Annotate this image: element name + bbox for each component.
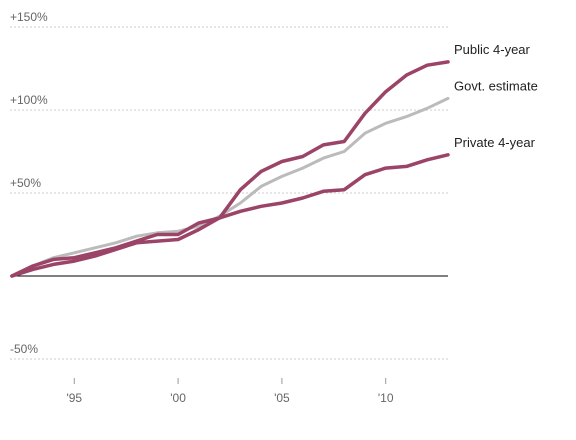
series-line-private-4-year [10,153,450,278]
series-line-public-4-year [10,60,450,278]
x-tick-label: '95 [66,391,82,405]
x-axis: '95 '00 '05 '10 [66,378,394,405]
series-line-govt-estimate [10,96,450,278]
series-label: Govt. estimate [454,78,538,93]
x-tick-label: '00 [170,391,186,405]
series-label: Public 4-year [454,42,531,57]
series-label: Private 4-year [454,135,536,150]
y-axis-tick-labels: +150% +100% +50% -50% [10,10,48,356]
y-tick-label: +100% [10,93,48,107]
grid-lines [10,26,448,360]
y-tick-label: -50% [10,342,38,356]
x-tick-label: '05 [274,391,290,405]
series-labels: Govt. estimate Private 4-year Public 4-yea… [454,42,538,150]
x-tick-label: '10 [378,391,394,405]
series-lines [10,60,450,278]
y-tick-label: +50% [10,176,41,190]
y-tick-label: +150% [10,10,48,24]
